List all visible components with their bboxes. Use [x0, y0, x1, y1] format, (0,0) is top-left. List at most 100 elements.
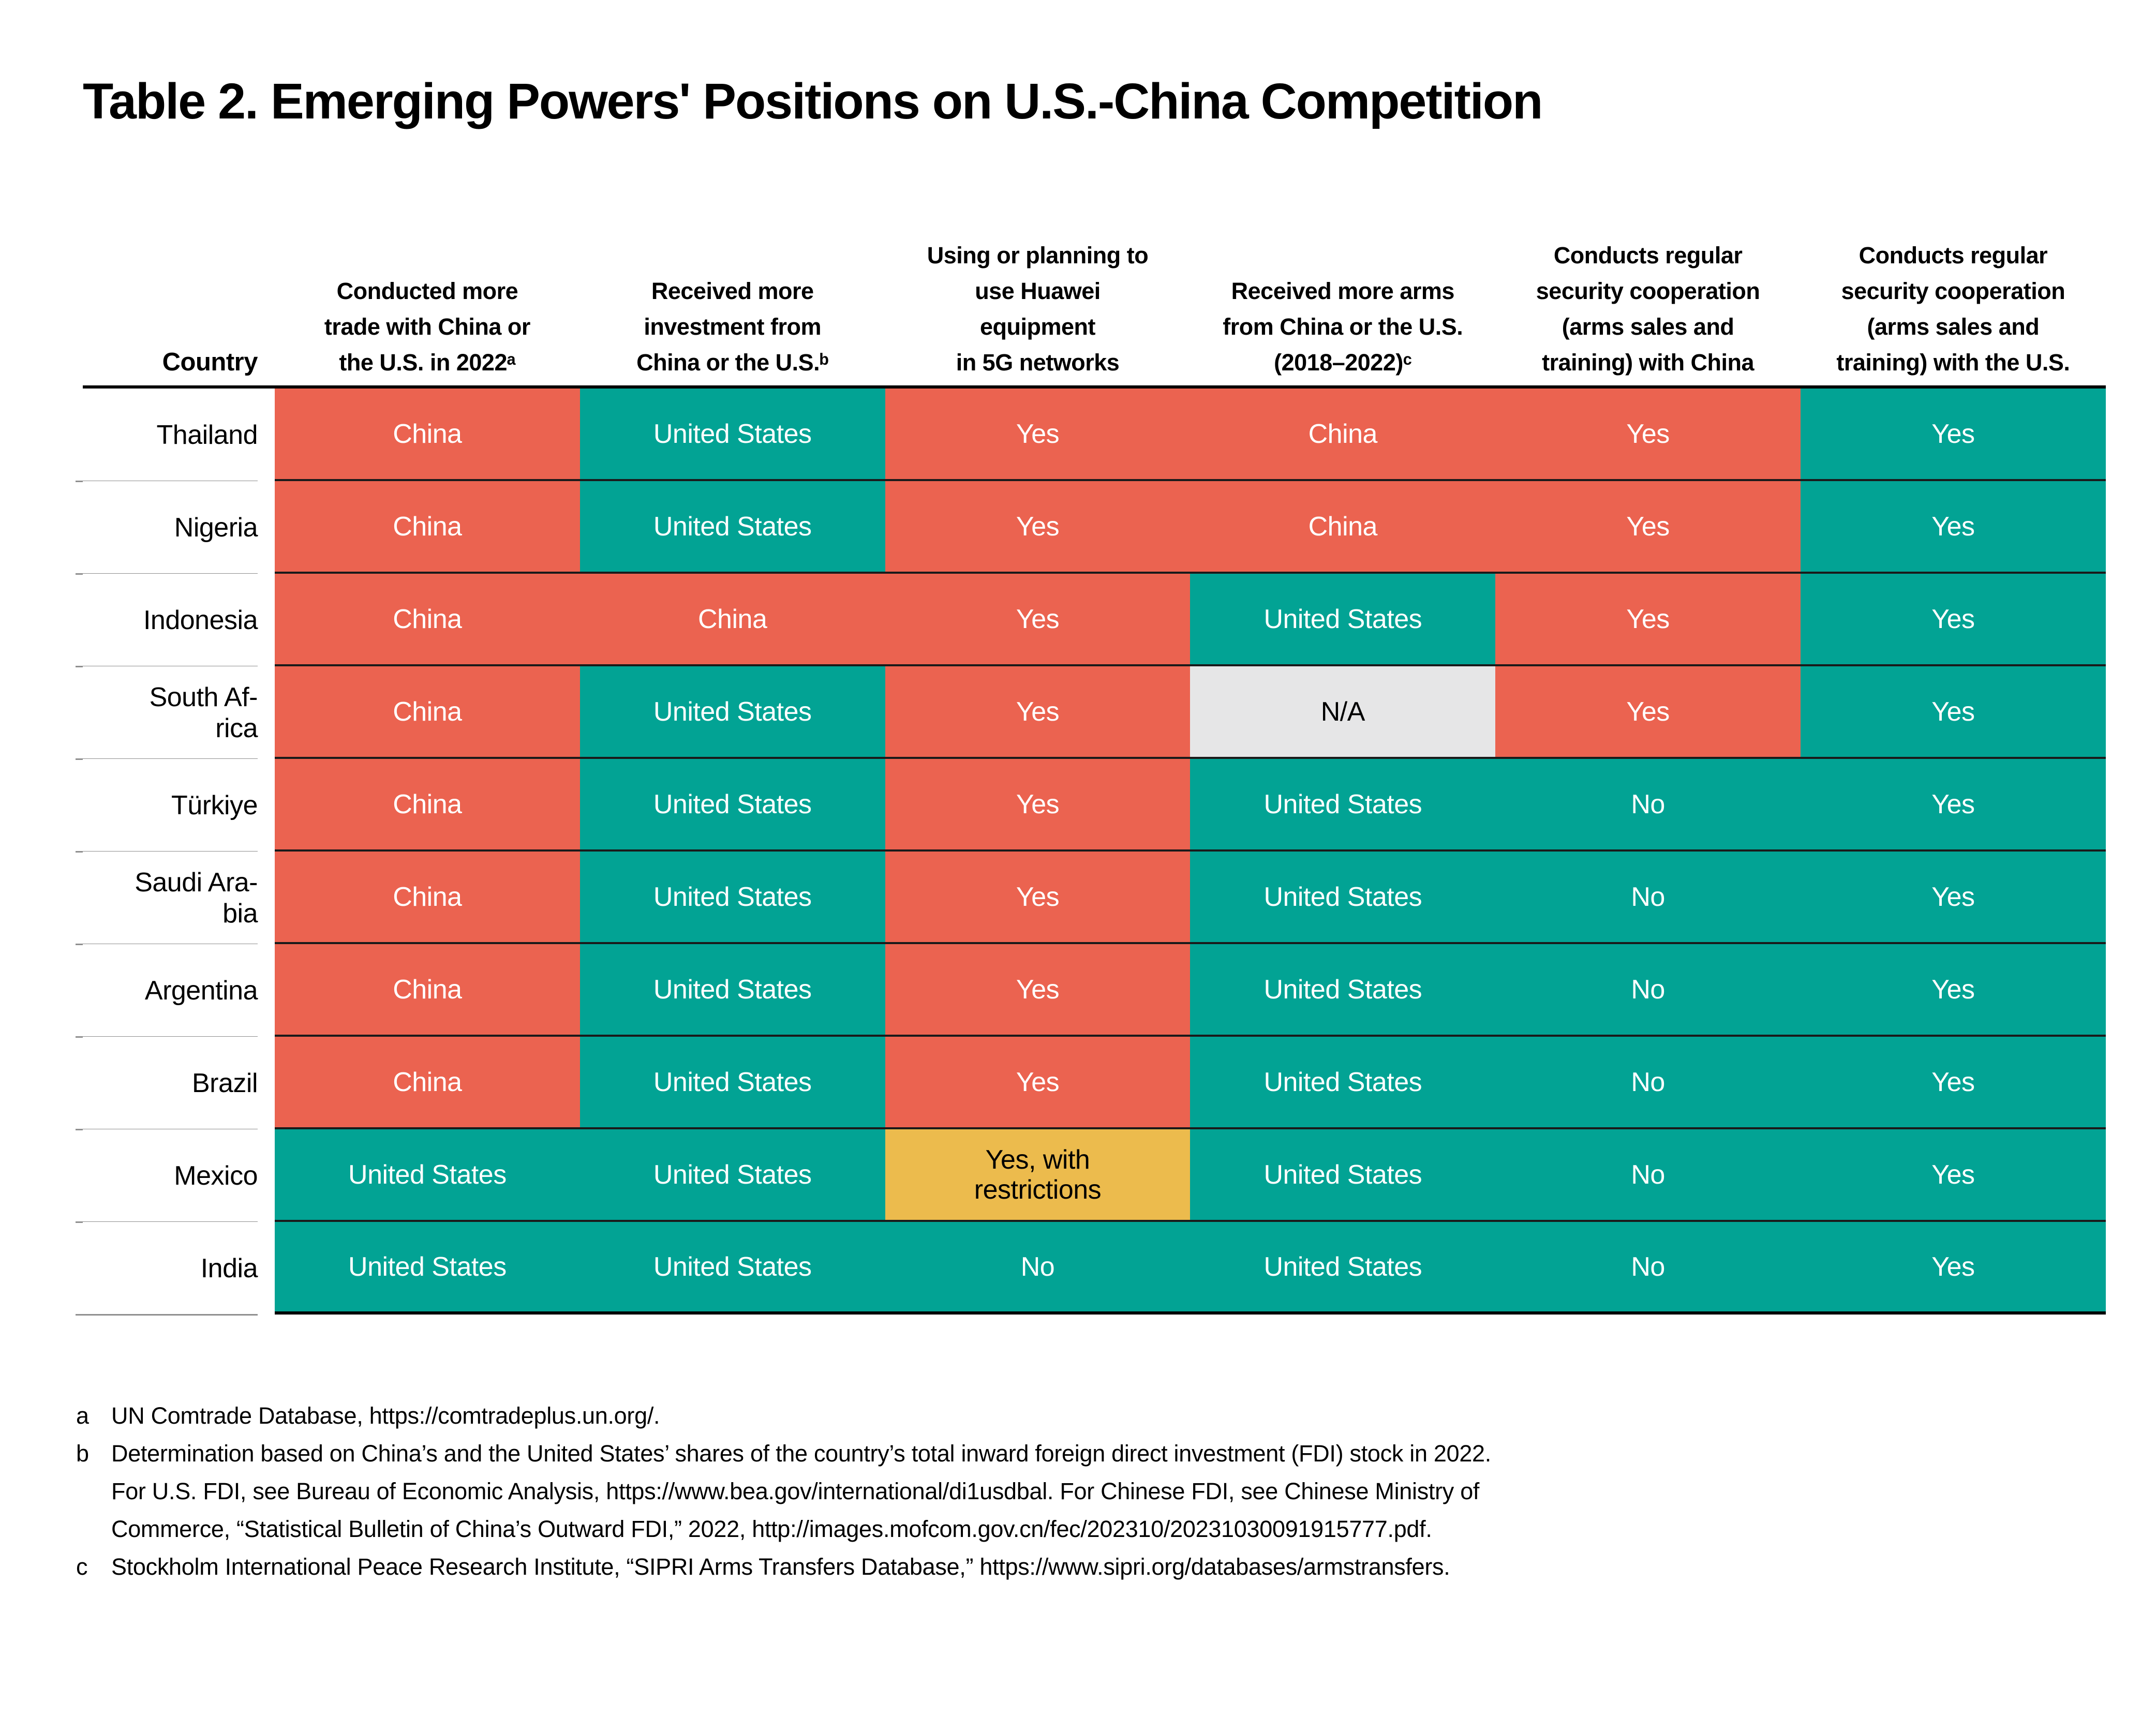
table-cell: Yes — [885, 481, 1191, 574]
table-row-brazil: Brazil China United States Yes United St… — [76, 1037, 2106, 1130]
header-line: Using or planning to — [927, 242, 1149, 268]
country-label: Brazil — [76, 1037, 275, 1130]
column-header-trade: Conducted more trade with China or the U… — [275, 273, 580, 385]
country-label: Nigeria — [76, 481, 275, 575]
footnote-text: Determination based on China’s and the U… — [111, 1440, 1491, 1467]
header-line: Conducts regular — [1553, 242, 1743, 268]
table-cell: United States — [579, 481, 885, 574]
table-row-thailand: Thailand China United States Yes China Y… — [76, 389, 2106, 482]
table-cell: Yes, with restrictions — [885, 1129, 1191, 1222]
table-cell: Yes — [885, 944, 1191, 1037]
table-cell: No — [1495, 759, 1801, 852]
table-header-row: Country Conducted more trade with China … — [83, 222, 2106, 385]
page-title: Table 2. Emerging Powers' Positions on U… — [83, 73, 1543, 129]
table-cell: Yes — [885, 389, 1191, 481]
table-cell: Yes — [885, 574, 1191, 666]
table-cell: United States — [579, 389, 885, 481]
header-line: Conducts regular — [1858, 242, 2048, 268]
country-label: Indonesia — [76, 574, 275, 667]
footnote-marker: a — [76, 1402, 89, 1429]
table-cell: China — [275, 574, 580, 666]
table-cell: No — [1495, 1222, 1801, 1315]
header-line: security cooperation — [1536, 278, 1760, 304]
table-row-argentina: Argentina China United States Yes United… — [76, 944, 2106, 1038]
table-cell: United States — [579, 944, 885, 1037]
table-cell: China — [275, 389, 580, 481]
column-header-security-us: Conducts regular security cooperation (a… — [1801, 237, 2106, 385]
footnote-marker — [76, 1472, 111, 1510]
header-line: from China or the U.S. — [1223, 313, 1463, 340]
column-header-arms: Received more arms from China or the U.S… — [1190, 273, 1495, 385]
table-cell: China — [275, 944, 580, 1037]
table-cell: United States — [1190, 1037, 1496, 1129]
country-label: Argentina — [76, 944, 275, 1038]
country-label: India — [76, 1222, 275, 1316]
country-label: Thailand — [76, 389, 275, 482]
table-cell: United States — [275, 1129, 580, 1222]
header-line: equipment — [979, 313, 1096, 340]
table-cell: No — [1495, 944, 1801, 1037]
table-cell: China — [579, 574, 885, 666]
table-cell: Yes — [1495, 574, 1801, 666]
table-cell: United States — [579, 1222, 885, 1315]
column-header-investment: Received more investment from China or t… — [580, 273, 885, 385]
table-cell: United States — [579, 1129, 885, 1222]
footnote-marker: b — [76, 1440, 89, 1467]
table-cell: Yes — [885, 666, 1191, 759]
table-row-indonesia: Indonesia China China Yes United States … — [76, 574, 2106, 667]
footnote-text: UN Comtrade Database, https://comtradepl… — [111, 1402, 660, 1429]
header-line: Received more arms — [1231, 278, 1455, 304]
footnote-text: Stockholm International Peace Research I… — [111, 1554, 1450, 1580]
table-cell: Yes — [1495, 666, 1801, 759]
data-table: Thailand China United States Yes China Y… — [76, 385, 2106, 1316]
table-cell: United States — [1190, 759, 1496, 852]
country-label: Saudi Ara- bia — [76, 852, 275, 945]
table-cell: China — [275, 1037, 580, 1129]
header-line: training) with the U.S. — [1836, 349, 2070, 376]
table-cell: United States — [1190, 944, 1496, 1037]
header-line: investment from — [644, 313, 821, 340]
table-row-saudi-arabia: Saudi Ara- bia China United States Yes U… — [76, 852, 2106, 945]
table-cell: N/A — [1190, 666, 1496, 759]
header-line: training) with China — [1542, 349, 1754, 376]
table-cell: United States — [1190, 852, 1496, 944]
country-label: South Af- rica — [76, 666, 275, 760]
table-cell: No — [885, 1222, 1191, 1315]
table-cell: No — [1495, 1037, 1801, 1129]
footnote-a: a UN Comtrade Database, https://comtrade… — [76, 1397, 2094, 1435]
column-header-country: Country — [162, 348, 258, 376]
table-cell: No — [1495, 1129, 1801, 1222]
country-label: Türkiye — [76, 759, 275, 853]
footnote-b-continued: For U.S. FDI, see Bureau of Economic Ana… — [76, 1472, 2094, 1510]
header-line: (arms sales and — [1562, 313, 1734, 340]
table-cell: United States — [579, 852, 885, 944]
table-cell: Yes — [1800, 574, 2106, 666]
table-cell: Yes — [885, 759, 1191, 852]
table-cell: China — [1190, 481, 1496, 574]
table-cell: Yes — [1800, 1129, 2106, 1222]
table-cell: Yes — [1495, 481, 1801, 574]
header-line: in 5G networks — [956, 349, 1120, 376]
header-line: security cooperation — [1841, 278, 2065, 304]
column-header-huawei-5g: Using or planning to use Huawei equipmen… — [885, 237, 1191, 385]
country-label: Mexico — [76, 1129, 275, 1223]
table-cell: Yes — [1495, 389, 1801, 481]
footnote-text: For U.S. FDI, see Bureau of Economic Ana… — [111, 1478, 1480, 1504]
header-line: trade with China or — [324, 313, 531, 340]
table-cell: China — [1190, 389, 1496, 481]
table-cell: China — [275, 852, 580, 944]
table-cell: Yes — [1800, 1222, 2106, 1315]
table-row-south-africa: South Af- rica China United States Yes N… — [76, 666, 2106, 760]
table-cell: United States — [1190, 1222, 1496, 1315]
table-cell: United States — [579, 759, 885, 852]
table-cell: United States — [1190, 574, 1496, 666]
header-line: (arms sales and — [1867, 313, 2040, 340]
header-line: Received more — [651, 278, 814, 304]
footnote-text: Commerce, “Statistical Bulletin of China… — [111, 1516, 1432, 1542]
footnote-marker: c — [76, 1554, 88, 1580]
header-line: (2018–2022)ᶜ — [1274, 349, 1412, 376]
table-cell: United States — [275, 1222, 580, 1315]
table-cell: Yes — [1800, 1037, 2106, 1129]
table-cell: Yes — [885, 1037, 1191, 1129]
table-cell: Yes — [1800, 481, 2106, 574]
